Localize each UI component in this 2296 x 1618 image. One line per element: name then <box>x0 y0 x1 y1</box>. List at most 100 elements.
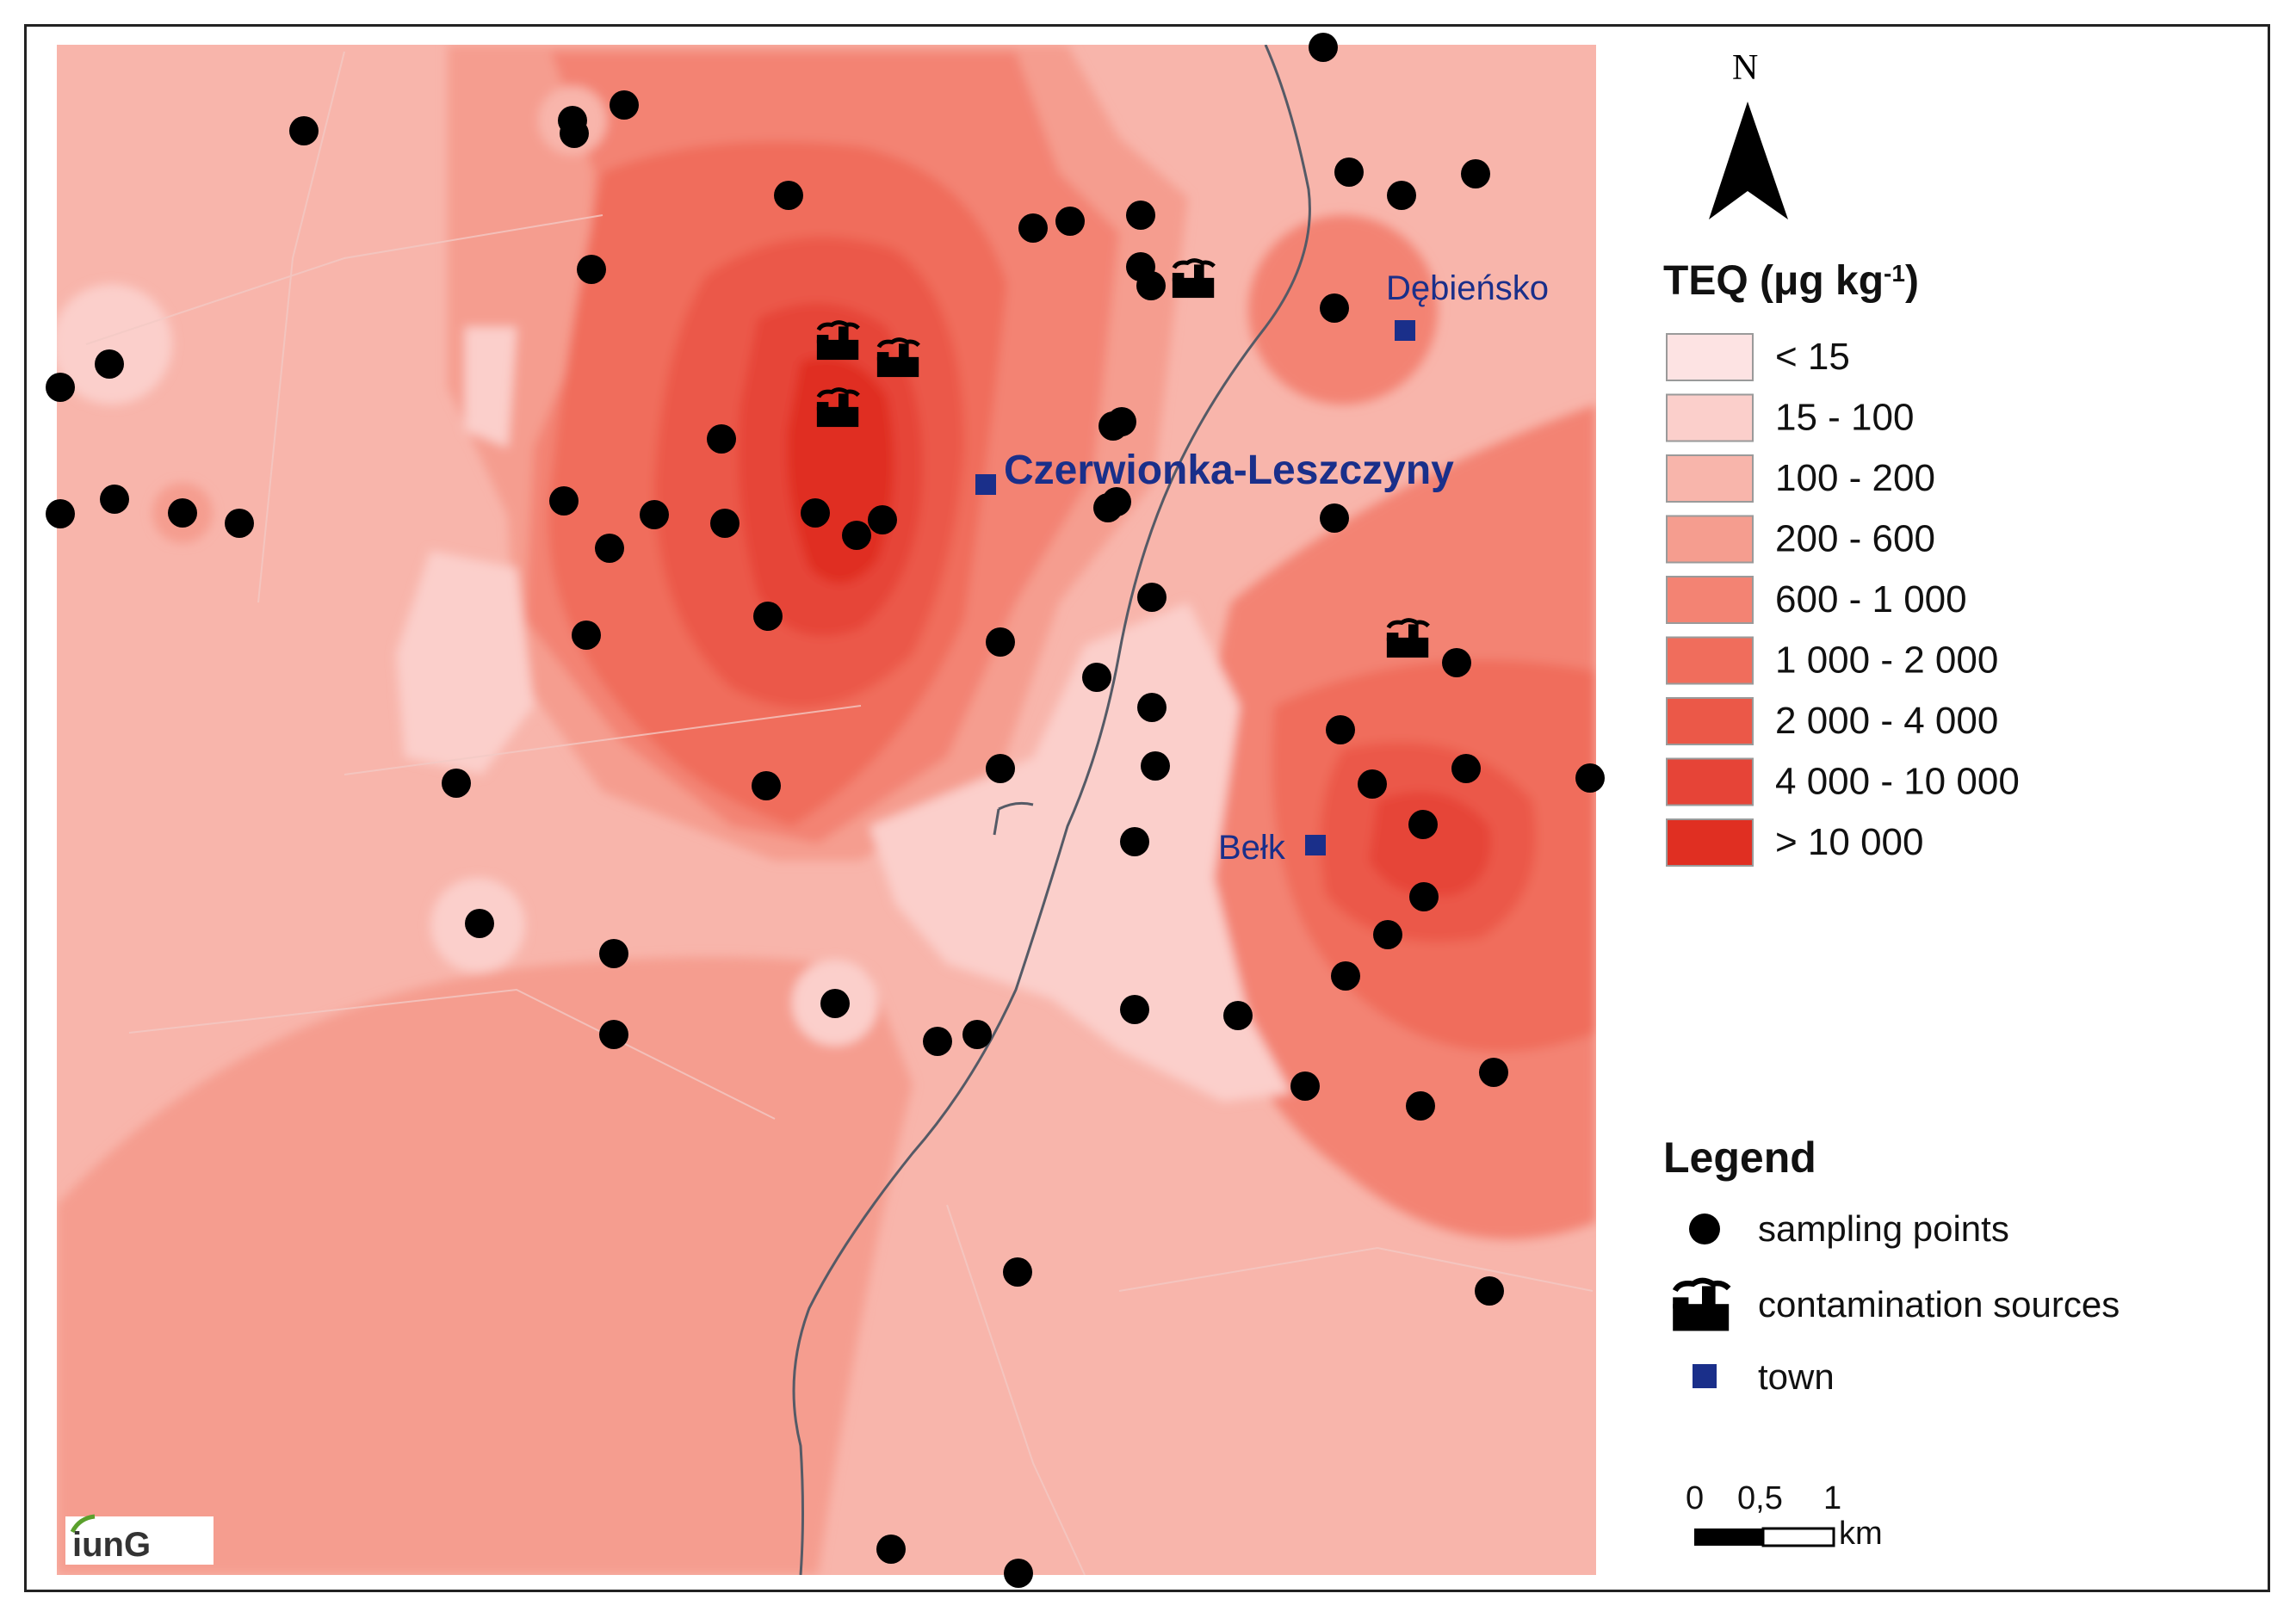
north-label: N <box>1732 48 1758 88</box>
towns-layer: Dębieńsko Czerwionka-Leszczyny Bełk <box>975 269 1549 867</box>
sampling-point <box>599 939 628 968</box>
sampling-point <box>1004 1559 1033 1588</box>
sampling-point <box>710 509 740 538</box>
sampling-point <box>1358 769 1387 799</box>
sampling-point <box>842 521 871 550</box>
teq-class-label: > 10 000 <box>1775 821 1924 863</box>
sampling-point <box>1320 503 1349 533</box>
sampling-point <box>1082 663 1111 692</box>
sampling-point <box>962 1020 992 1049</box>
sampling-point <box>442 769 471 798</box>
factory-icon <box>1673 1281 1729 1331</box>
sampling-point <box>801 498 830 528</box>
sampling-point <box>1406 1091 1435 1121</box>
sampling-point <box>1461 159 1490 188</box>
town-marker-debiensko <box>1395 320 1415 341</box>
zone-15-100-nw <box>465 327 517 448</box>
sampling-point <box>549 486 579 516</box>
town-label-debiensko: Dębieńsko <box>1386 269 1549 307</box>
teq-swatch <box>1666 818 1754 867</box>
sampling-point <box>225 509 254 538</box>
symbol-legend-title: Legend <box>1663 1133 1816 1182</box>
zone-200-600-south2 <box>517 1047 818 1467</box>
sampling-point <box>1003 1257 1032 1287</box>
sampling-point <box>1141 751 1170 781</box>
town-marker-czerwionka <box>975 474 996 495</box>
teq-swatch <box>1666 454 1754 503</box>
railway-spur <box>998 801 1034 811</box>
teq-class-label: 4 000 - 10 000 <box>1775 761 2020 803</box>
sampling-point <box>577 255 606 284</box>
sampling-point <box>1320 293 1349 323</box>
sampling-point <box>1120 995 1149 1024</box>
sampling-point <box>774 181 803 210</box>
sampling-point <box>1451 754 1481 783</box>
sampling-point <box>46 373 75 402</box>
sampling-point <box>707 424 736 454</box>
scale-tick-half: 0,5 <box>1737 1480 1783 1516</box>
sampling-point <box>923 1027 952 1056</box>
sampling-point <box>46 499 75 528</box>
sampling-point <box>465 909 494 938</box>
sampling-point <box>1387 181 1416 210</box>
sampling-point <box>1326 715 1355 744</box>
sampling-point <box>820 989 850 1018</box>
town-label-czerwionka: Czerwionka-Leszczyny <box>1004 448 1454 493</box>
sampling-point <box>595 534 624 563</box>
scale-bar: 0 0,5 1 km <box>1686 1480 1883 1552</box>
sampling-point <box>610 90 639 120</box>
sampling-point <box>1408 810 1438 839</box>
iung-logo: iunG <box>65 1514 214 1565</box>
teq-swatch <box>1666 757 1754 806</box>
sampling-point <box>1475 1276 1504 1306</box>
sampling-point <box>100 485 129 514</box>
sampling-point <box>752 771 781 800</box>
sampling-point <box>289 116 319 145</box>
sampling-point <box>753 602 783 631</box>
sampling-point <box>868 505 897 534</box>
legend-label-town: town <box>1758 1356 1835 1397</box>
sampling-point <box>1409 882 1439 911</box>
concentration-surface <box>57 45 1596 1575</box>
sampling-point <box>1223 1001 1253 1030</box>
scale-segment-white <box>1761 1527 1835 1547</box>
teq-swatch <box>1666 515 1754 564</box>
teq-class-label: 600 - 1 000 <box>1775 578 1967 621</box>
zone-4000-10000-east <box>1369 792 1491 897</box>
sampling-point <box>168 498 197 528</box>
sampling-point <box>1373 920 1402 949</box>
sampling-point <box>640 500 669 529</box>
teq-swatch <box>1666 393 1754 442</box>
railway-spur-2 <box>993 808 1000 836</box>
sampling-point <box>1137 693 1167 722</box>
logo-text: iunG <box>72 1526 151 1564</box>
teq-class-label: 15 - 100 <box>1775 397 1914 439</box>
scale-unit: km <box>1839 1516 1883 1552</box>
scale-tick-0: 0 <box>1686 1480 1704 1516</box>
zone-15-100-centre <box>870 602 1291 1102</box>
teq-swatch <box>1666 697 1754 745</box>
teq-class-label: 200 - 600 <box>1775 518 1935 560</box>
teq-class-label: 2 000 - 4 000 <box>1775 700 1998 742</box>
legend-label-sampling: sampling points <box>1758 1208 2009 1249</box>
sampling-point <box>986 754 1015 783</box>
scale-tick-1: 1 <box>1823 1480 1841 1516</box>
legend-label-sources: contamination sources <box>1758 1284 2120 1325</box>
north-arrow-icon <box>1709 102 1788 219</box>
map-frame <box>24 24 2270 1592</box>
sampling-point <box>1575 763 1605 793</box>
zone-15-100-west-spot <box>57 284 172 404</box>
road-network <box>85 51 1594 1575</box>
sampling-point <box>1331 961 1360 991</box>
sampling-point <box>1137 583 1167 612</box>
sampling-point-symbol <box>1689 1214 1720 1244</box>
sampling-point <box>1309 33 1338 62</box>
sampling-point <box>560 119 589 148</box>
sampling-point <box>1120 827 1149 856</box>
teq-swatch <box>1666 576 1754 624</box>
sampling-point <box>1018 213 1048 243</box>
zone-15-100-west <box>396 551 534 775</box>
sampling-point <box>572 621 601 650</box>
town-symbol <box>1693 1364 1717 1388</box>
